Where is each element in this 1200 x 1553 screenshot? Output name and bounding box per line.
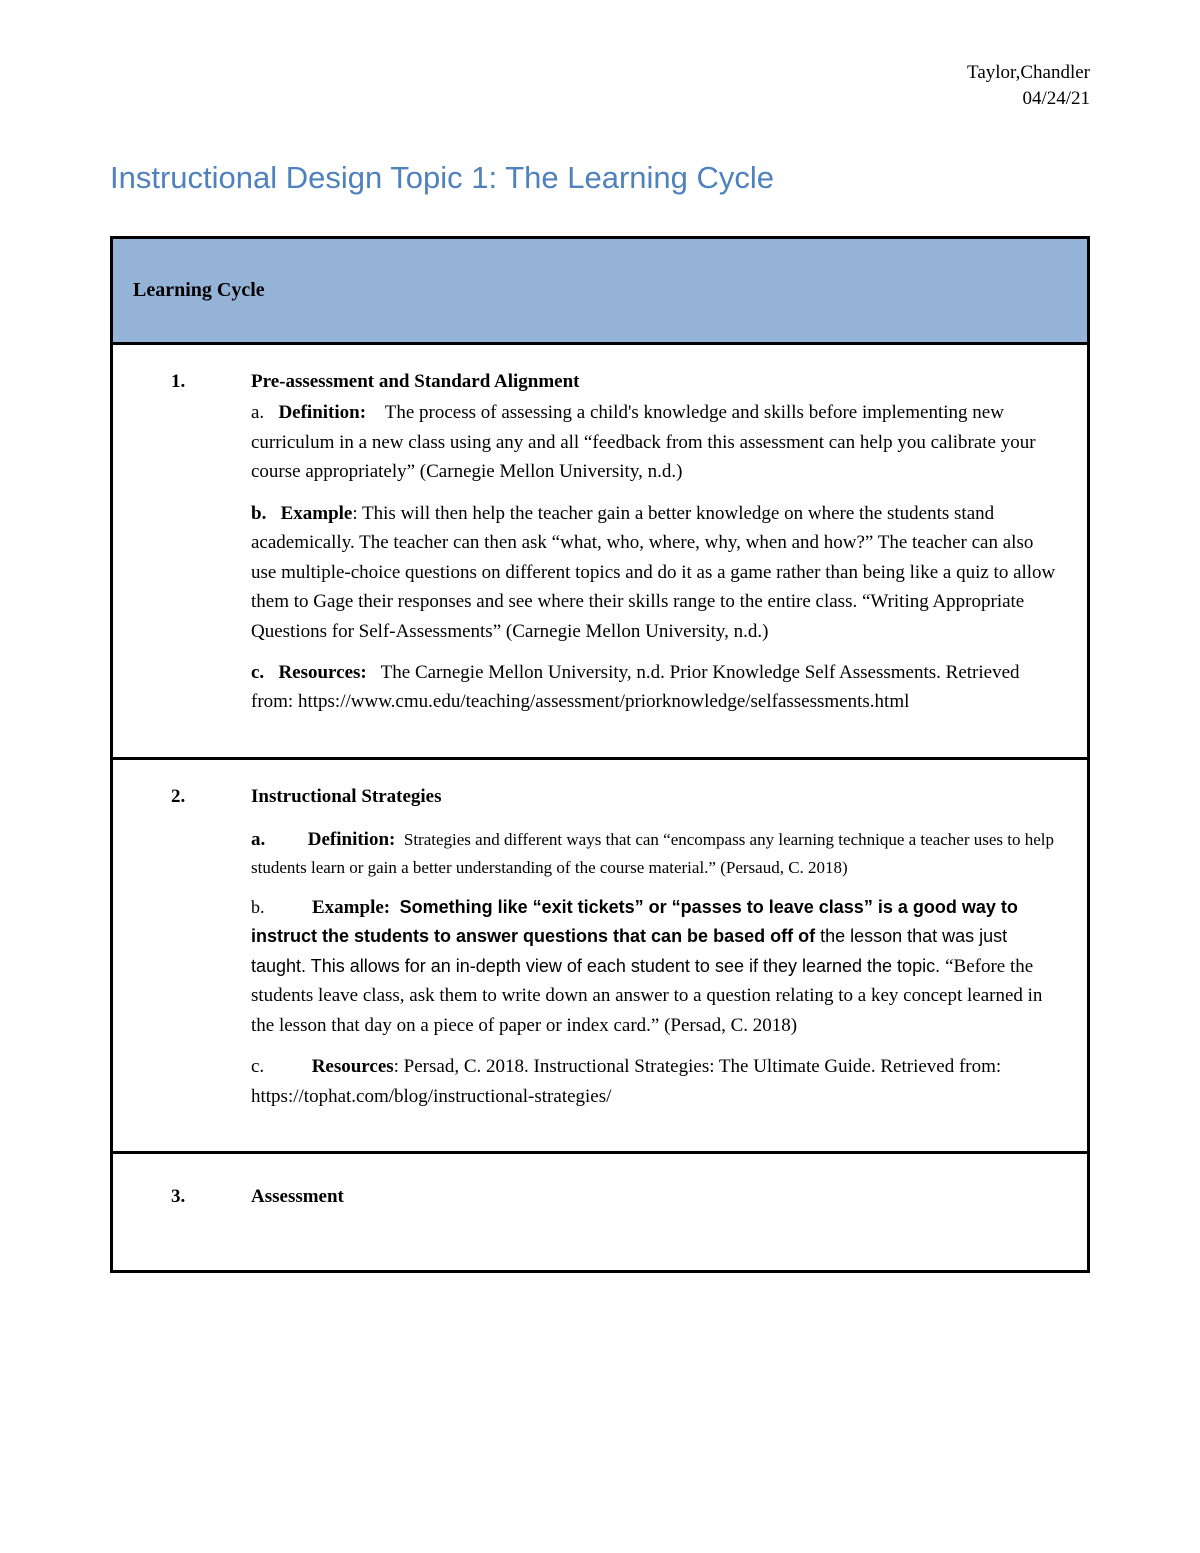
letter-b: b. [251,503,266,524]
section-1-resources: c. Resources: The Carnegie Mellon Univer… [251,658,1057,717]
resources-text: The Carnegie Mellon University, n.d. Pri… [251,662,1020,712]
section-3-number: 3. [171,1186,251,1208]
letter-c: c. [251,662,264,683]
section-3-heading: Assessment [251,1186,344,1208]
definition-text: The process of assessing a child's knowl… [251,402,1036,482]
section-1-number: 1. [171,367,251,396]
section-1: 1. Pre-assessment and Standard Alignment… [113,345,1087,760]
page-header: Taylor,Chandler 04/24/21 [967,60,1090,111]
resources-label: Resources [312,1056,394,1077]
example-label: Example [281,503,353,524]
section-1-definition: a. Definition: The process of assessing … [251,398,1057,486]
section-2-number: 2. [171,782,251,811]
section-2-heading: Instructional Strategies [251,782,442,811]
definition-label: Definition: [308,829,396,850]
section-1-heading: Pre-assessment and Standard Alignment [251,367,579,396]
resources-label: Resources: [278,662,366,683]
content-table: Learning Cycle 1. Pre-assessment and Sta… [110,236,1090,1273]
letter-a: a. [251,402,264,423]
section-1-body: a. Definition: The process of assessing … [251,398,1057,716]
document-date: 04/24/21 [967,86,1090,112]
section-3: 3. Assessment [113,1154,1087,1270]
definition-label: Definition: [278,402,366,423]
section-1-heading-line: 1. Pre-assessment and Standard Alignment [171,367,1057,396]
author-name: Taylor,Chandler [967,60,1090,86]
section-1-example: b. Example: This will then help the teac… [251,499,1057,646]
section-2-heading-line: 2. Instructional Strategies [171,782,1057,811]
page-title: Instructional Design Topic 1: The Learni… [110,160,1090,196]
section-2-body: a. Definition: Strategies and different … [251,825,1057,1111]
document-page: Taylor,Chandler 04/24/21 Instructional D… [0,0,1200,1553]
section-2-resources: c. Resources: Persad, C. 2018. Instructi… [251,1052,1057,1111]
section-3-heading-line: 3. Assessment [171,1186,1057,1208]
table-header-row: Learning Cycle [113,239,1087,345]
example-label: Example: [312,897,390,918]
letter-b: b. [251,897,265,917]
example-text: : This will then help the teacher gain a… [251,503,1055,642]
table-header-title: Learning Cycle [133,279,265,301]
section-2-definition: a. Definition: Strategies and different … [251,825,1057,881]
section-2: 2. Instructional Strategies a. Definitio… [113,760,1087,1154]
letter-c: c. [251,1056,264,1077]
letter-a: a. [251,829,265,850]
section-2-example: b. Example: Something like “exit tickets… [251,893,1057,1040]
